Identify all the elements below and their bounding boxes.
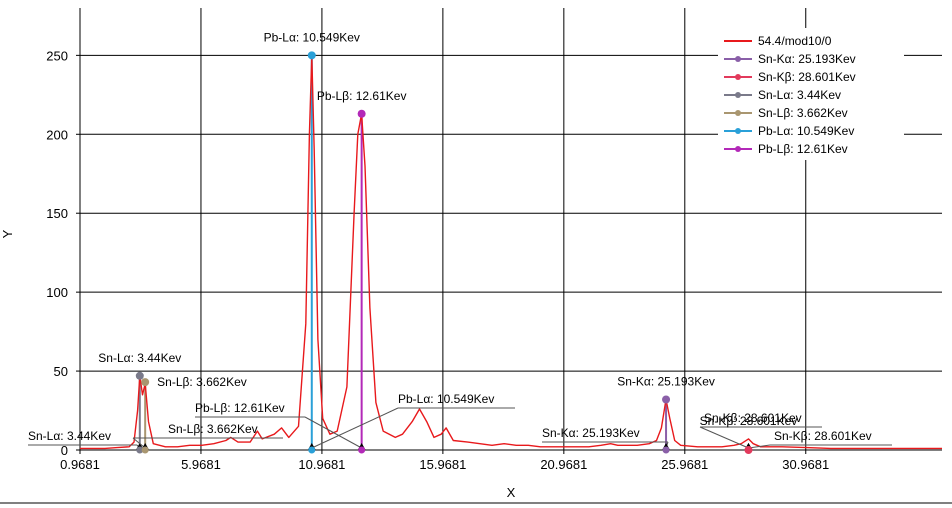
baseline-connector (132, 437, 146, 449)
legend-swatch-dot (735, 110, 741, 116)
legend-entry: Sn-Kβ: 28.601Kev (758, 70, 856, 84)
legend: 54.4/mod10/0 Sn-Kα: 25.193Kev Sn-Kβ: 28.60… (718, 28, 904, 160)
x-tick-label: 30.9681 (782, 457, 829, 472)
legend-entry: Sn-Kα: 25.193Kev (758, 52, 856, 66)
peak-markers (135, 51, 753, 454)
peak-annotations: Pb-Lα: 10.549Kev Pb-Lβ: 12.61Kev Sn-Lα: 3.… (98, 30, 797, 428)
baseline-marker (136, 446, 144, 454)
peak-label: Pb-Lβ: 12.61Kev (317, 89, 407, 103)
y-tick-label: 250 (46, 48, 68, 63)
baseline-label-group: Sn-Lα: 3.44Kev Sn-Lβ: 3.662Kev Pb-Lβ: 12.6… (28, 392, 892, 450)
legend-swatch-dot (735, 74, 741, 80)
x-tick-label: 5.9681 (181, 457, 221, 472)
legend-swatch-dot (735, 92, 741, 98)
x-tick-label: 0.9681 (60, 457, 100, 472)
baseline-label: Sn-Lα: 3.44Kev (28, 429, 111, 443)
x-tick-label: 10.9681 (298, 457, 345, 472)
y-tick-labels: 0 50 100 150 200 250 (46, 48, 80, 458)
spectrum-line (80, 54, 942, 450)
baseline-marker (358, 446, 366, 454)
peak-label: Sn-Kα: 25.193Kev (617, 374, 715, 388)
peak-marker (307, 51, 316, 60)
legend-swatch-dot (735, 128, 741, 134)
peak-label: Pb-Lα: 10.549Kev (264, 30, 360, 44)
peak-label: Sn-Lα: 3.44Kev (98, 351, 181, 365)
legend-swatch-dot (735, 56, 741, 62)
baseline-marker (744, 446, 752, 454)
legend-entry: 54.4/mod10/0 (758, 34, 832, 48)
legend-swatch-dot (735, 146, 741, 152)
peak-marker (135, 371, 144, 380)
baseline-marker (308, 446, 316, 454)
x-tick-label: 20.9681 (540, 457, 587, 472)
baseline-connector (748, 444, 771, 449)
y-tick-label: 50 (54, 364, 68, 379)
x-tick-label: 15.9681 (419, 457, 466, 472)
baseline-label: Sn-Kβ: 28.601Kev (774, 429, 872, 443)
baseline-connector (304, 416, 362, 449)
legend-entry: Sn-Lβ: 3.662Kev (758, 106, 848, 120)
baseline-connector (699, 426, 749, 449)
peak-marker (357, 109, 366, 118)
baseline-label: Sn-Kα: 25.193Kev (542, 426, 640, 440)
y-tick-label: 100 (46, 285, 68, 300)
spectrum-series (80, 54, 942, 450)
x-axis-title: X (507, 485, 516, 500)
baseline-label: Sn-Kβ: 28.601Kev (704, 411, 802, 425)
y-tick-label: 150 (46, 206, 68, 221)
baseline-connector (311, 407, 399, 449)
peak-marker (662, 395, 671, 404)
legend-entry: Pb-Lα: 10.549Kev (758, 124, 854, 138)
y-tick-label: 200 (46, 127, 68, 142)
baseline-label: Sn-Lβ: 3.662Kev (168, 422, 258, 436)
peak-label: Sn-Kβ: 28.601Kev (700, 414, 798, 428)
legend-entry: Pb-Lβ: 12.61Kev (758, 142, 848, 156)
peak-label: Sn-Lβ: 3.662Kev (157, 375, 247, 389)
baseline-marker (662, 446, 670, 454)
legend-entry: Sn-Lα: 3.44Kev (758, 88, 841, 102)
baseline-label: Pb-Lα: 10.549Kev (398, 392, 494, 406)
x-tick-labels: 0.9681 5.9681 10.9681 15.9681 20.9681 25.9681… (60, 450, 829, 472)
baseline-label: Pb-Lβ: 12.61Kev (195, 401, 285, 415)
x-tick-label: 25.9681 (661, 457, 708, 472)
baseline-marker (141, 446, 149, 454)
y-axis-title: Y (0, 229, 15, 238)
axes (79, 8, 942, 451)
y-tick-label: 0 (61, 443, 68, 458)
peak-marker (141, 378, 150, 387)
